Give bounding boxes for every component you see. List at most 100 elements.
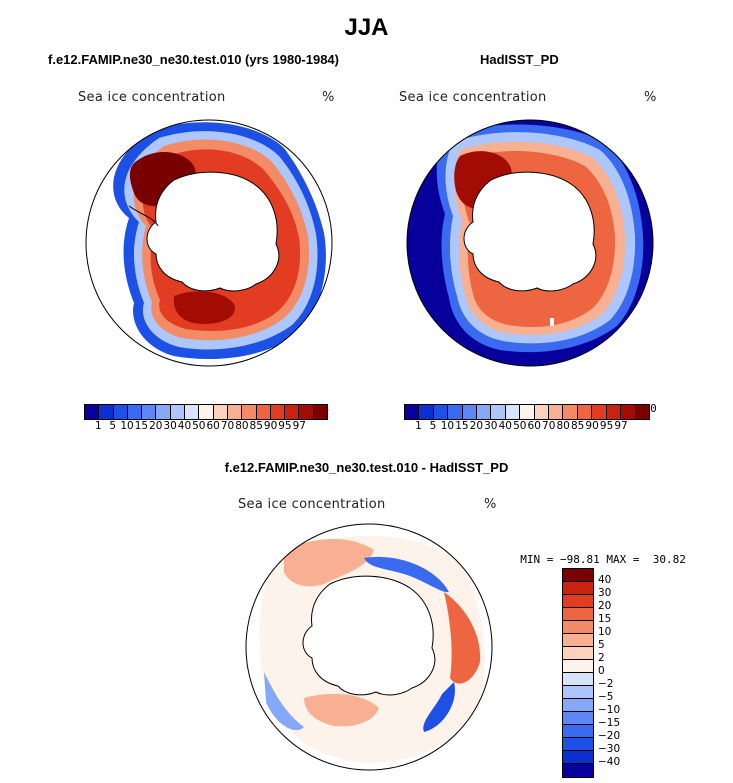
colorbar-swatch bbox=[491, 405, 506, 419]
colorbar-swatch bbox=[127, 405, 143, 419]
colorbar-swatch bbox=[405, 405, 420, 419]
colorbar-tick-label: 20 bbox=[149, 420, 163, 432]
colorbar-tick-label: 97 bbox=[614, 420, 628, 432]
colorbar-tick-label: 90 bbox=[263, 420, 278, 432]
colorbar-tick-label: −20 bbox=[598, 730, 621, 742]
colorbar-tick-label: 60 bbox=[206, 420, 220, 432]
panel3-colorbar-ticks: 40 30 20 15 10 5 2 0 −2 −5 −10 −15 −20 −30 −40 bbox=[598, 568, 638, 778]
panel2-units: % bbox=[644, 90, 657, 105]
colorbar-swatch bbox=[99, 405, 114, 419]
colorbar-tick-label: 0 bbox=[598, 665, 605, 677]
panel1-field-label: Sea ice concentration bbox=[78, 90, 226, 105]
colorbar-tick-label: −10 bbox=[598, 704, 621, 716]
panel1-colorbar: 1 5 10 15 20 30 40 50 60 70 80 85 90 95 97 bbox=[84, 404, 328, 434]
colorbar-swatch bbox=[563, 738, 593, 751]
colorbar-swatch bbox=[313, 405, 328, 419]
colorbar-swatch bbox=[477, 405, 492, 419]
colorbar-tick-label: 95 bbox=[599, 420, 614, 432]
colorbar-tick-label: 10 bbox=[598, 626, 612, 638]
colorbar-swatch bbox=[505, 405, 521, 419]
colorbar-swatch bbox=[563, 660, 593, 673]
colorbar-swatch bbox=[563, 582, 593, 595]
colorbar-tick-label: 85 bbox=[249, 420, 263, 432]
colorbar-swatch bbox=[549, 405, 564, 419]
colorbar-tick-label: 5 bbox=[598, 639, 605, 651]
colorbar-swatch bbox=[142, 405, 157, 419]
colorbar-swatch bbox=[299, 405, 314, 419]
colorbar-tick-label: 5 bbox=[429, 420, 437, 432]
colorbar-tick-label: 1 bbox=[95, 420, 102, 432]
colorbar-tick-label: 40 bbox=[498, 420, 512, 432]
colorbar-swatch bbox=[563, 569, 593, 582]
colorbar-swatch bbox=[563, 608, 593, 621]
colorbar-tick-label: 50 bbox=[513, 420, 527, 432]
colorbar-swatch bbox=[185, 405, 200, 419]
colorbar-swatch bbox=[577, 405, 593, 419]
colorbar-tick-label: 30 bbox=[484, 420, 498, 432]
colorbar-swatch bbox=[227, 405, 243, 419]
colorbar-swatch bbox=[563, 647, 593, 660]
colorbar-swatch bbox=[285, 405, 300, 419]
colorbar-tick-label: 60 bbox=[527, 420, 541, 432]
colorbar-tick-label: −40 bbox=[598, 756, 621, 768]
colorbar-tick-label: 80 bbox=[235, 420, 249, 432]
panel1-units: % bbox=[322, 90, 335, 105]
colorbar-tick-label: 40 bbox=[598, 574, 612, 586]
panel3-diff-positive-ross bbox=[304, 693, 379, 727]
colorbar-swatch bbox=[433, 405, 449, 419]
colorbar-swatch bbox=[213, 405, 228, 419]
colorbar-swatch bbox=[592, 405, 607, 419]
colorbar-swatch bbox=[563, 634, 593, 647]
panel3-diff-positive-east bbox=[444, 592, 481, 684]
colorbar-swatch bbox=[606, 405, 622, 419]
colorbar-swatch bbox=[242, 405, 257, 419]
colorbar-tick-label: 1 bbox=[415, 420, 422, 432]
panel1-antarctica bbox=[146, 171, 280, 292]
colorbar-swatch bbox=[448, 405, 463, 419]
colorbar-tick-label: 30 bbox=[598, 587, 612, 599]
colorbar-tick-label: 90 bbox=[585, 420, 599, 432]
panel3-case-title: f.e12.FAMIP.ne30_ne30.test.010 - HadISST… bbox=[224, 460, 509, 475]
colorbar-tick-label: 5 bbox=[109, 420, 117, 432]
panel3-antarctica bbox=[302, 575, 436, 696]
colorbar-swatch bbox=[113, 405, 128, 419]
panel3-colorbar bbox=[562, 568, 594, 778]
panel3-diff-negative-ring bbox=[364, 556, 449, 593]
colorbar-swatch bbox=[419, 405, 434, 419]
colorbar-tick-label: 30 bbox=[163, 420, 177, 432]
panel3-min-value: −98.81 bbox=[560, 553, 600, 566]
colorbar-tick-label: 85 bbox=[570, 420, 585, 432]
colorbar-swatch bbox=[563, 405, 578, 419]
colorbar-tick-label: 80 bbox=[556, 420, 570, 432]
colorbar-swatch bbox=[256, 405, 271, 419]
colorbar-tick-label: 70 bbox=[220, 420, 235, 432]
colorbar-tick-label: 20 bbox=[469, 420, 484, 432]
colorbar-tick-label: 15 bbox=[455, 420, 469, 432]
colorbar-tick-label: 97 bbox=[292, 420, 306, 432]
colorbar-swatch bbox=[563, 595, 593, 608]
colorbar-tick-label: 15 bbox=[134, 420, 149, 432]
panel2-antarctica bbox=[463, 171, 597, 292]
panel3-diff-negative-west bbox=[264, 672, 304, 731]
panel1-case-title: f.e12.FAMIP.ne30_ne30.test.010 (yrs 1980… bbox=[48, 52, 339, 67]
colorbar-swatch bbox=[563, 699, 593, 712]
panel3-map bbox=[245, 523, 493, 771]
figure-title: JJA bbox=[344, 14, 389, 41]
colorbar-tick-label: 95 bbox=[278, 420, 292, 432]
colorbar-swatch bbox=[563, 764, 593, 777]
colorbar-tick-label: 70 bbox=[542, 420, 556, 432]
panel2-map bbox=[406, 119, 654, 367]
panel2-case-title: HadISST_PD bbox=[480, 52, 559, 67]
panel1-map bbox=[85, 119, 333, 367]
colorbar-tick-label: 20 bbox=[598, 600, 612, 612]
colorbar-tick-label: −15 bbox=[598, 717, 621, 729]
colorbar-tick-label: 10 bbox=[120, 420, 134, 432]
colorbar-swatch bbox=[563, 751, 593, 764]
colorbar-tick-label: 40 bbox=[177, 420, 192, 432]
panel3-diff-positive-weddell bbox=[284, 539, 374, 587]
panel2-field-label: Sea ice concentration bbox=[399, 90, 547, 105]
panel3-min-label: MIN = bbox=[520, 553, 554, 566]
colorbar-swatch bbox=[270, 405, 286, 419]
colorbar-tick-label: −2 bbox=[598, 678, 614, 690]
colorbar-swatch bbox=[520, 405, 535, 419]
